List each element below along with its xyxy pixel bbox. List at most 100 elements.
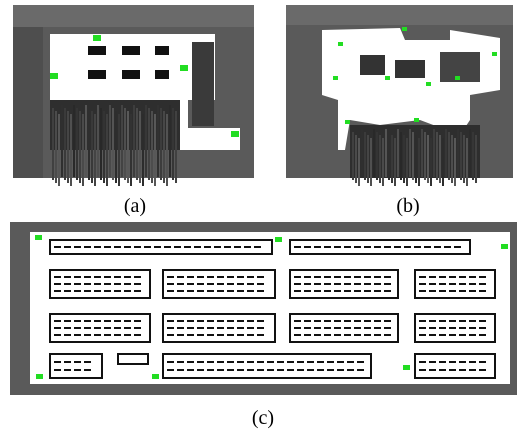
shelf-slot (104, 283, 111, 285)
shelf-slot (74, 276, 81, 278)
shelf-slot (419, 320, 426, 322)
shelf-slot (247, 361, 254, 363)
shelf-slot (294, 334, 301, 336)
shelf-slot (354, 290, 361, 292)
shelf-slot (374, 320, 381, 322)
stripe (364, 132, 366, 180)
shelf-slot (344, 290, 351, 292)
shelf-slot (227, 283, 234, 285)
shelf-slot (449, 369, 456, 371)
shelf-slot (327, 361, 334, 363)
stripe (58, 114, 60, 186)
shelf-slot (257, 327, 264, 329)
shelf-slot (197, 283, 204, 285)
stripe (145, 105, 147, 177)
shelf-slot (267, 361, 274, 363)
shelf-slot (374, 327, 381, 329)
shelf-slot (449, 361, 456, 363)
marker (333, 76, 338, 80)
shelf-slot (194, 246, 201, 248)
stripe (442, 138, 444, 186)
marker (35, 235, 42, 240)
shelf-slot (167, 327, 174, 329)
shelf-slot (344, 320, 351, 322)
shelf-slot (459, 369, 466, 371)
shelf-slot (429, 276, 436, 278)
shelf-slot (177, 334, 184, 336)
shelf-slot (267, 369, 274, 371)
shelf-slot (64, 283, 71, 285)
shelf-slot (134, 327, 141, 329)
shelf-slot (449, 276, 456, 278)
shelf-slot (459, 276, 466, 278)
shelf-slot (74, 361, 81, 363)
caption: (c) (252, 407, 274, 429)
shelf-slot (314, 320, 321, 322)
stripe (376, 132, 378, 180)
shelf-slot (167, 290, 174, 292)
shelf-slot (217, 327, 224, 329)
shelf-slot (459, 334, 466, 336)
shelf-slot (419, 283, 426, 285)
shelf-slot (247, 334, 254, 336)
shelf-slot (177, 276, 184, 278)
shelf-slot (419, 276, 426, 278)
shelf-slot (469, 290, 476, 292)
shelf-slot (207, 283, 214, 285)
map-border (13, 5, 254, 27)
shelf-slot (124, 283, 131, 285)
stripe (97, 105, 99, 177)
marker (36, 374, 43, 379)
shelf-slot (247, 320, 254, 322)
shelf-slot (134, 320, 141, 322)
shelf-slot (354, 320, 361, 322)
shelf-slot (429, 369, 436, 371)
shelf-slot (454, 246, 461, 248)
shelf-slot (357, 369, 364, 371)
stripe (436, 132, 438, 180)
shelf-slot (217, 290, 224, 292)
shelf-slot (94, 334, 101, 336)
stripe (130, 114, 132, 186)
shelf-slot (167, 361, 174, 363)
shelf-slot (74, 246, 81, 248)
shelf-slot (337, 369, 344, 371)
shelf-slot (237, 283, 244, 285)
shelf-slot (187, 290, 194, 292)
shelf-slot (479, 290, 486, 292)
shelf-slot (124, 327, 131, 329)
shelf-slot (227, 327, 234, 329)
stripe (358, 138, 360, 186)
shelf-slot (314, 246, 321, 248)
marker (338, 42, 343, 46)
shelf-slot (364, 246, 371, 248)
shelf-slot (197, 361, 204, 363)
shelf-slot (164, 246, 171, 248)
shelf-slot (404, 246, 411, 248)
shelf-slot (74, 290, 81, 292)
shelf-slot (364, 283, 371, 285)
map-a (13, 5, 254, 186)
shelf-slot (374, 290, 381, 292)
stripe (157, 105, 159, 177)
shelf-slot (314, 327, 321, 329)
shelf-slot (479, 320, 486, 322)
shelf-slot (294, 327, 301, 329)
shelf-slot (324, 320, 331, 322)
stripe (64, 108, 66, 180)
shelf-slot (247, 283, 254, 285)
shelf-slot (227, 369, 234, 371)
stripe (466, 138, 468, 186)
shelf-slot (439, 320, 446, 322)
shelf-slot (347, 361, 354, 363)
shelf-slot (297, 361, 304, 363)
shelf-slot (197, 369, 204, 371)
stripe (361, 129, 363, 177)
page: {"figure": {"panels": [{"caption": "(a)"… (0, 0, 526, 434)
shelf-slot (207, 290, 214, 292)
stripe (103, 111, 105, 183)
shelf-slot (364, 327, 371, 329)
shelf-slot (374, 334, 381, 336)
shelf-slot (357, 361, 364, 363)
shelf-slot (469, 283, 476, 285)
